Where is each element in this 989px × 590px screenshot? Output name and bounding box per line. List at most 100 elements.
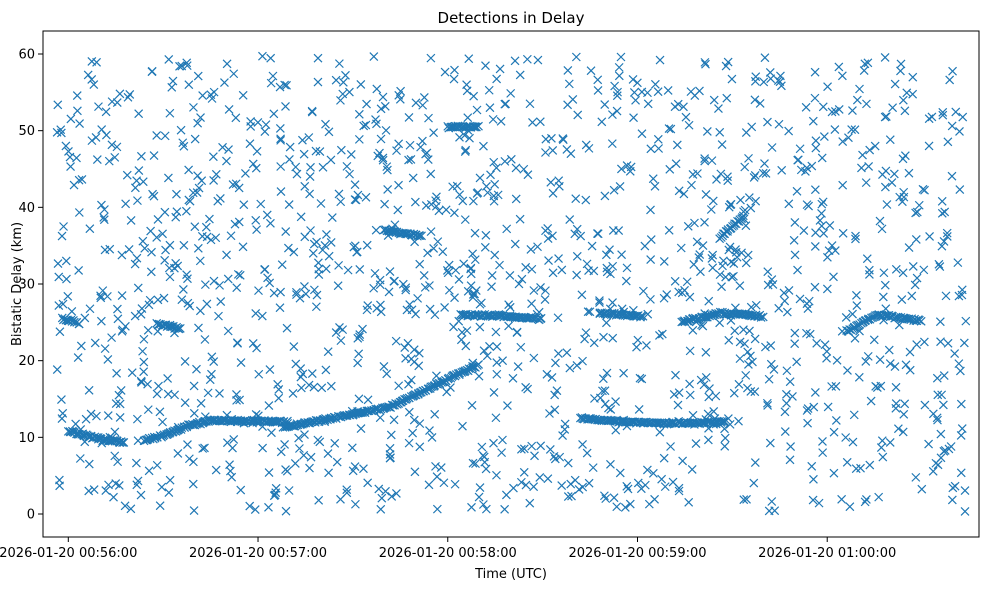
- data-point: [167, 82, 177, 92]
- data-point: [104, 156, 114, 166]
- data-point: [750, 334, 760, 344]
- data-point: [382, 162, 392, 172]
- data-point: [292, 169, 302, 179]
- data-point: [629, 88, 639, 97]
- data-point: [704, 392, 714, 402]
- data-point: [118, 325, 128, 335]
- data-point: [760, 53, 770, 63]
- data-point: [526, 245, 536, 254]
- data-point: [392, 146, 401, 156]
- data-point: [864, 270, 874, 279]
- data-point: [262, 210, 272, 220]
- data-point: [331, 328, 341, 338]
- data-point: [519, 164, 529, 174]
- data-point: [404, 155, 413, 165]
- data-point: [116, 385, 126, 395]
- data-point: [887, 178, 897, 187]
- data-point: [363, 395, 373, 405]
- data-point: [200, 280, 210, 290]
- data-point: [233, 269, 243, 279]
- data-point: [424, 113, 433, 123]
- data-point: [462, 326, 472, 336]
- data-point: [163, 374, 173, 383]
- data-point: [480, 242, 490, 252]
- data-point: [956, 431, 966, 440]
- data-point: [52, 365, 62, 374]
- data-point: [345, 410, 355, 420]
- data-point: [750, 170, 760, 180]
- data-point: [246, 116, 256, 126]
- data-point: [165, 475, 175, 485]
- data-point: [391, 336, 401, 346]
- data-point: [461, 341, 471, 351]
- data-point: [292, 290, 301, 300]
- data-point: [320, 241, 330, 250]
- data-point: [699, 380, 709, 390]
- data-point: [932, 373, 942, 383]
- data-point: [716, 169, 726, 179]
- data-point: [267, 428, 276, 438]
- data-point: [822, 284, 832, 294]
- data-point: [456, 335, 466, 345]
- data-point: [334, 189, 344, 199]
- data-point: [184, 80, 194, 90]
- data-point: [404, 379, 413, 389]
- data-point: [565, 363, 575, 373]
- data-point: [65, 152, 75, 162]
- data-point: [527, 441, 537, 451]
- data-point: [147, 247, 156, 257]
- data-point: [544, 256, 553, 265]
- data-point: [472, 189, 482, 198]
- data-point: [767, 143, 777, 152]
- data-point: [552, 386, 562, 396]
- data-point: [616, 164, 626, 174]
- data-point: [464, 54, 474, 64]
- data-point: [942, 228, 952, 238]
- data-point: [84, 459, 94, 469]
- data-point: [104, 480, 113, 490]
- data-point: [163, 173, 173, 183]
- data-point: [662, 290, 672, 299]
- data-point: [860, 59, 870, 69]
- data-point: [306, 162, 315, 172]
- data-point: [740, 339, 749, 349]
- data-point: [99, 215, 109, 225]
- data-point: [611, 397, 621, 406]
- data-point: [655, 330, 664, 340]
- data-point: [271, 483, 281, 493]
- data-point: [122, 170, 132, 180]
- data-point: [415, 442, 425, 452]
- data-point: [375, 413, 385, 423]
- data-point: [950, 349, 960, 358]
- data-point: [483, 188, 493, 198]
- data-point: [375, 148, 384, 158]
- data-point: [672, 140, 682, 150]
- data-point: [917, 484, 927, 494]
- y-tick-label: 0: [27, 508, 35, 523]
- data-point: [100, 344, 110, 354]
- data-point: [369, 283, 379, 293]
- data-point: [266, 53, 276, 63]
- data-point: [313, 77, 323, 87]
- data-point: [864, 265, 874, 275]
- data-point: [409, 415, 419, 425]
- data-point: [466, 269, 476, 279]
- data-point: [430, 310, 440, 320]
- data-point: [264, 502, 273, 512]
- data-point: [844, 133, 853, 143]
- data-point: [841, 313, 851, 322]
- data-point: [786, 442, 796, 451]
- data-point: [138, 236, 148, 246]
- data-point: [566, 149, 576, 159]
- data-point: [774, 119, 784, 129]
- data-point: [289, 342, 299, 351]
- data-point: [206, 235, 216, 245]
- data-point: [479, 346, 489, 356]
- data-point: [378, 92, 388, 102]
- data-point: [869, 335, 879, 345]
- data-point: [416, 142, 426, 152]
- data-point: [171, 212, 181, 222]
- data-point: [450, 479, 460, 489]
- data-point: [497, 448, 507, 458]
- data-point: [660, 482, 670, 492]
